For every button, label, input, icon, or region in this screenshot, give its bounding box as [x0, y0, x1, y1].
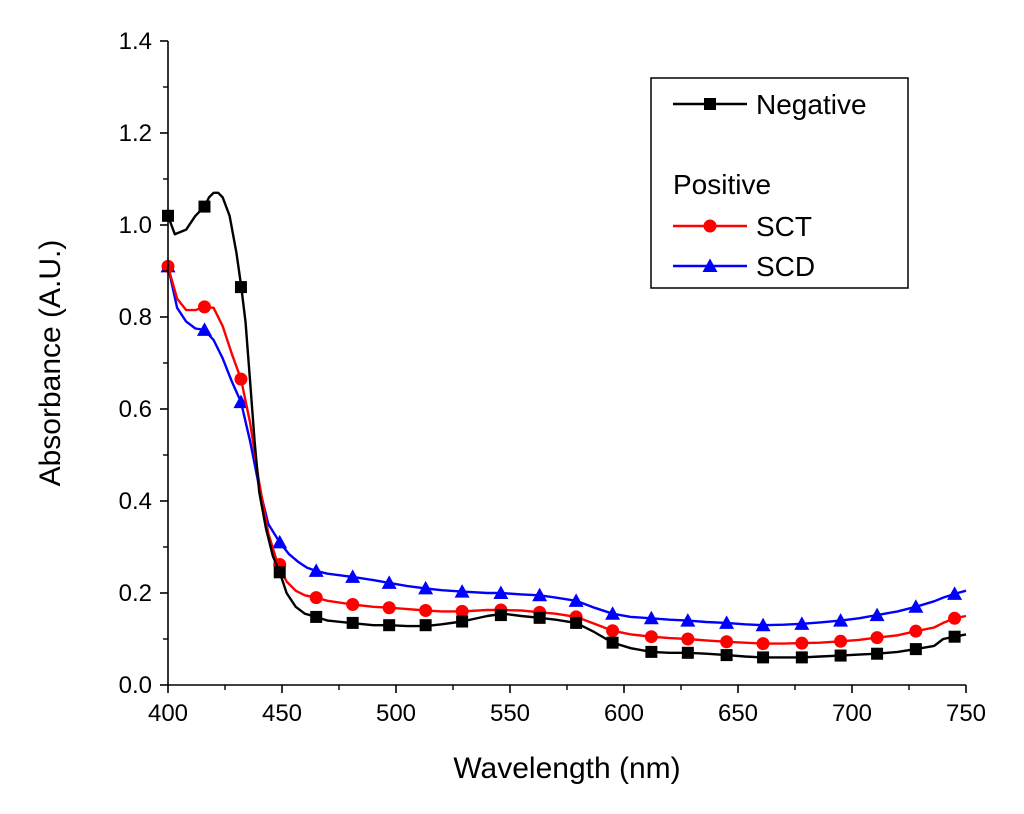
- data-point-negative: [456, 615, 469, 628]
- series-negative: [162, 191, 967, 664]
- data-point-sct: [197, 300, 211, 314]
- legend-box: [650, 77, 909, 289]
- data-point-scd: [643, 610, 659, 625]
- x-tick-label: 400: [148, 700, 188, 727]
- data-point-sct: [455, 604, 469, 618]
- data-point-scd: [381, 575, 397, 589]
- legend-marker-sct: [703, 219, 717, 233]
- series-line-negative: [166, 191, 967, 659]
- data-point-scd: [680, 613, 696, 627]
- data-point-scd: [794, 616, 810, 630]
- data-point-scd: [605, 606, 621, 620]
- data-point-negative: [273, 566, 286, 579]
- data-point-negative: [198, 200, 211, 213]
- data-point-negative: [606, 636, 619, 649]
- legend-label-sct: SCT: [756, 211, 812, 242]
- legend-label-negative: Negative: [756, 89, 867, 120]
- data-point-sct: [720, 635, 734, 649]
- x-tick-label: 500: [376, 700, 416, 727]
- y-tick-label: 1.2: [119, 120, 152, 147]
- x-tick-label: 700: [832, 700, 872, 727]
- data-point-negative: [383, 619, 396, 632]
- data-point-scd: [568, 593, 584, 607]
- data-point-scd: [493, 585, 509, 599]
- data-point-negative: [948, 630, 961, 643]
- data-point-sct: [834, 634, 848, 648]
- data-point-sct: [644, 630, 658, 644]
- data-point-sct: [756, 637, 770, 651]
- y-tick-label: 0.4: [119, 488, 152, 515]
- data-point-scd: [532, 587, 548, 602]
- y-tick-label: 1.4: [119, 28, 152, 55]
- y-tick-label: 0.2: [119, 580, 152, 607]
- data-point-negative: [720, 649, 733, 662]
- data-point-negative: [757, 651, 770, 664]
- x-axis: 400 450 500 550 600 650 700 750: [148, 684, 986, 727]
- data-point-sct: [909, 624, 923, 638]
- legend-marker-scd: [702, 258, 718, 272]
- data-point-scd: [755, 617, 771, 632]
- series-scd: [160, 258, 967, 632]
- data-point-sct: [382, 601, 396, 615]
- legend-group-heading: Positive: [673, 169, 771, 200]
- legend: Positive Negative SCT SCD: [650, 77, 909, 289]
- data-point-negative: [234, 281, 247, 294]
- data-point-negative: [570, 616, 583, 629]
- data-point-sct: [419, 603, 433, 617]
- legend-marker-negative: [704, 98, 716, 110]
- x-tick-label: 650: [718, 700, 758, 727]
- x-tick-label: 600: [604, 700, 644, 727]
- data-point-negative: [909, 643, 922, 656]
- data-point-sct: [870, 631, 884, 645]
- data-point-negative: [834, 649, 847, 662]
- data-point-scd: [196, 322, 212, 336]
- data-point-negative: [419, 619, 432, 632]
- x-tick-label: 550: [490, 700, 530, 727]
- data-point-sct: [346, 598, 360, 611]
- plot-area: [160, 191, 967, 664]
- x-tick-label: 750: [946, 700, 986, 727]
- data-point-scd: [272, 534, 288, 549]
- y-axis: 0.0 0.2 0.4 0.6 0.8 1.0 1.2 1.4: [119, 28, 169, 699]
- data-point-sct: [795, 636, 809, 650]
- data-point-sct: [606, 624, 620, 638]
- data-point-scd: [308, 563, 324, 577]
- x-axis-title: Wavelength (nm): [453, 752, 680, 785]
- data-point-scd: [233, 394, 249, 409]
- y-tick-label: 1.0: [119, 212, 152, 239]
- data-point-sct: [309, 591, 323, 605]
- data-point-negative: [533, 611, 546, 624]
- data-point-scd: [833, 613, 849, 627]
- y-axis-title: Absorbance (A.U.): [34, 240, 67, 487]
- data-point-scd: [454, 584, 470, 598]
- data-point-negative: [310, 610, 323, 623]
- data-point-scd: [418, 580, 434, 595]
- data-point-negative: [795, 651, 808, 664]
- data-point-scd: [947, 586, 963, 600]
- data-point-scd: [908, 599, 924, 613]
- y-tick-label: 0.8: [119, 304, 152, 331]
- y-tick-label: 0.6: [119, 396, 152, 423]
- data-point-sct: [234, 372, 248, 386]
- data-point-negative: [681, 646, 694, 659]
- data-point-negative: [346, 616, 359, 629]
- x-tick-label: 450: [262, 700, 302, 727]
- legend-label-scd: SCD: [756, 251, 815, 282]
- data-point-sct: [948, 611, 962, 625]
- data-point-scd: [345, 569, 361, 583]
- data-point-scd: [719, 615, 735, 629]
- y-tick-label: 0.0: [119, 672, 152, 699]
- data-point-negative: [645, 645, 658, 658]
- data-point-negative: [494, 609, 507, 622]
- data-point-scd: [869, 607, 885, 622]
- data-point-sct: [681, 632, 695, 646]
- data-point-negative: [871, 647, 884, 660]
